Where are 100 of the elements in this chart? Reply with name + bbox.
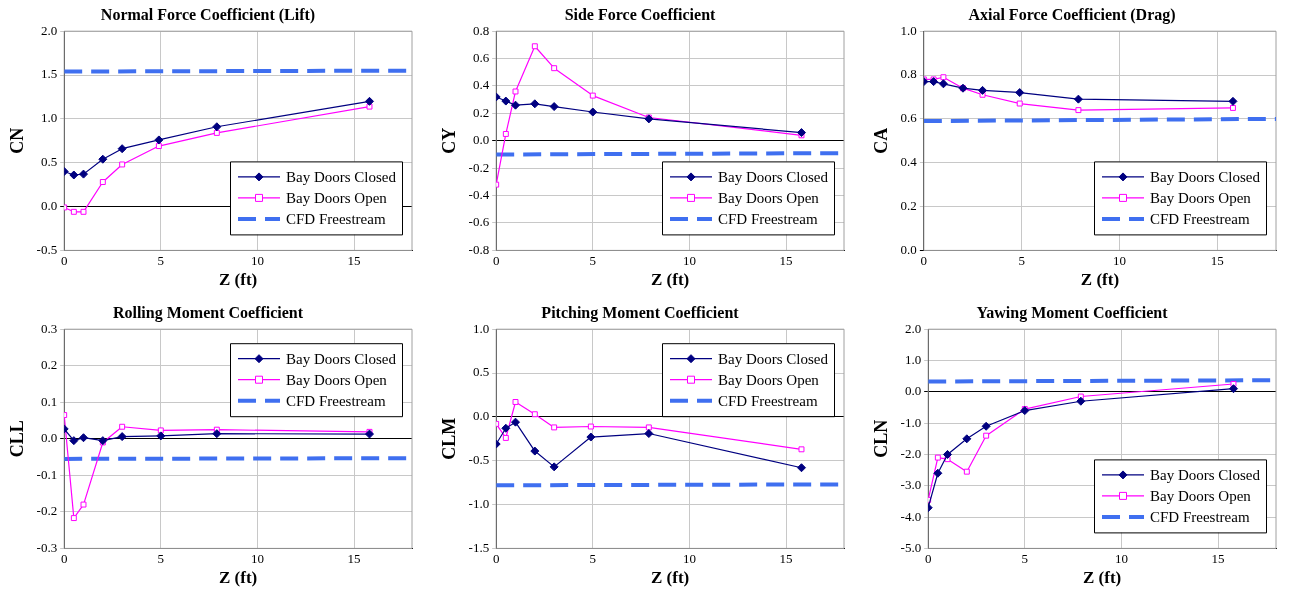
y-tick-label: 0.1 bbox=[40, 393, 58, 409]
x-tick-label: 5 bbox=[1021, 550, 1029, 566]
x-axis-title: Z (ft) bbox=[1080, 270, 1120, 290]
x-tick-label: 15 bbox=[779, 252, 793, 268]
y-tick-label: 0.0 bbox=[40, 197, 58, 213]
y-tick-label: 1.0 bbox=[40, 110, 58, 126]
legend-label: Bay Doors Open bbox=[1150, 189, 1252, 206]
y-axis-title: CLL bbox=[7, 420, 28, 458]
legend-label: Bay Doors Open bbox=[1150, 487, 1252, 504]
y-tick-label: -0.8 bbox=[468, 241, 490, 257]
y-tick-label: 0.5 bbox=[40, 154, 58, 170]
y-axis-title: CY bbox=[439, 127, 460, 154]
y-tick-label: -0.1 bbox=[36, 466, 58, 482]
x-tick-label: 5 bbox=[1018, 252, 1025, 268]
x-tick-label: 0 bbox=[924, 550, 932, 566]
x-tick-label: 10 bbox=[250, 550, 264, 566]
legend-label: Bay Doors Closed bbox=[286, 168, 397, 185]
y-tick-label: 0.5 bbox=[472, 364, 490, 380]
y-tick-label: 0.2 bbox=[900, 197, 917, 213]
chart-title: Pitching Moment Coefficient bbox=[541, 303, 740, 322]
legend-label: CFD Freestream bbox=[286, 392, 386, 409]
x-tick-label: 15 bbox=[1211, 550, 1225, 566]
legend-label: CFD Freestream bbox=[718, 210, 818, 227]
y-tick-label: 0.0 bbox=[472, 408, 490, 424]
y-tick-label: -0.4 bbox=[468, 187, 490, 203]
y-tick-label: 0.4 bbox=[900, 154, 918, 170]
y-tick-label: -2.0 bbox=[900, 445, 922, 461]
y-tick-label: 2.0 bbox=[40, 22, 58, 38]
x-tick-label: 5 bbox=[589, 252, 597, 268]
legend-label: CFD Freestream bbox=[286, 210, 386, 227]
y-tick-label: -1.0 bbox=[900, 414, 922, 430]
y-tick-label: 0.0 bbox=[472, 132, 490, 148]
y-tick-label: 0.0 bbox=[904, 383, 922, 399]
y-tick-label: 1.5 bbox=[40, 66, 58, 82]
legend-label: Bay Doors Open bbox=[286, 371, 388, 388]
y-tick-label: -0.5 bbox=[468, 452, 490, 468]
y-tick-label: 1.0 bbox=[900, 22, 917, 38]
legend-label: Bay Doors Closed bbox=[1150, 168, 1261, 185]
y-tick-label: 0.8 bbox=[472, 22, 490, 38]
legend-label: Bay Doors Closed bbox=[718, 168, 829, 185]
y-tick-label: -4.0 bbox=[900, 508, 922, 524]
legend-label: CFD Freestream bbox=[718, 392, 818, 409]
legend-label: CFD Freestream bbox=[1150, 210, 1250, 227]
y-axis-title: CLN bbox=[871, 419, 892, 458]
y-tick-label: -0.5 bbox=[36, 241, 58, 257]
x-tick-label: 0 bbox=[920, 252, 928, 268]
x-tick-label: 5 bbox=[157, 252, 165, 268]
y-tick-label: 0.4 bbox=[472, 77, 490, 93]
y-tick-label: 1.0 bbox=[472, 320, 490, 336]
y-tick-label: 0.8 bbox=[900, 66, 917, 82]
y-axis-title: CLM bbox=[439, 417, 460, 460]
chart-title: Yawing Moment Coefficient bbox=[976, 303, 1169, 322]
chart-title: Rolling Moment Coefficient bbox=[112, 303, 304, 322]
y-tick-label: -0.2 bbox=[468, 159, 490, 175]
y-tick-label: 0.0 bbox=[900, 241, 917, 257]
legend-label: Bay Doors Closed bbox=[286, 350, 397, 367]
x-tick-label: 15 bbox=[1210, 252, 1224, 268]
legend-label: Bay Doors Open bbox=[718, 189, 820, 206]
y-tick-label: -0.6 bbox=[468, 214, 490, 230]
y-tick-label: -0.2 bbox=[36, 503, 58, 519]
x-tick-label: 0 bbox=[60, 550, 68, 566]
y-axis-title: CN bbox=[7, 127, 28, 154]
y-tick-label: 0.2 bbox=[472, 104, 490, 120]
x-tick-label: 10 bbox=[682, 550, 696, 566]
x-tick-label: 0 bbox=[60, 252, 68, 268]
chart-title: Side Force Coefficient bbox=[564, 5, 717, 23]
x-tick-label: 15 bbox=[347, 550, 361, 566]
x-axis-title: Z (ft) bbox=[218, 568, 258, 588]
y-axis-title: CA bbox=[871, 127, 892, 154]
x-tick-label: 5 bbox=[589, 550, 597, 566]
x-tick-label: 10 bbox=[250, 252, 264, 268]
legend-label: Bay Doors Closed bbox=[1150, 466, 1261, 483]
y-tick-label: -3.0 bbox=[900, 477, 922, 493]
x-tick-label: 5 bbox=[157, 550, 165, 566]
legend-label: Bay Doors Open bbox=[718, 371, 820, 388]
y-tick-label: -0.3 bbox=[36, 539, 58, 555]
y-tick-label: 2.0 bbox=[904, 320, 922, 336]
y-tick-label: -1.0 bbox=[468, 495, 490, 511]
y-tick-label: 0.0 bbox=[40, 430, 58, 446]
legend-label: CFD Freestream bbox=[1150, 508, 1250, 525]
x-tick-label: 15 bbox=[347, 252, 361, 268]
legend-label: Bay Doors Closed bbox=[718, 350, 829, 367]
x-tick-label: 0 bbox=[492, 252, 500, 268]
x-axis-title: Z (ft) bbox=[218, 270, 258, 290]
legend-label: Bay Doors Open bbox=[286, 189, 388, 206]
x-tick-label: 10 bbox=[1112, 252, 1126, 268]
y-tick-label: 0.6 bbox=[900, 110, 918, 126]
x-tick-label: 15 bbox=[779, 550, 793, 566]
x-axis-title: Z (ft) bbox=[650, 568, 690, 588]
y-tick-label: -1.5 bbox=[468, 539, 490, 555]
y-tick-label: 0.3 bbox=[40, 320, 58, 336]
y-tick-label: 0.2 bbox=[40, 357, 58, 373]
x-tick-label: 10 bbox=[682, 252, 696, 268]
chart-title: Normal Force Coefficient (Lift) bbox=[100, 5, 316, 24]
x-axis-title: Z (ft) bbox=[1082, 568, 1122, 588]
x-tick-label: 10 bbox=[1114, 550, 1128, 566]
chart-title: Axial Force Coefficient (Drag) bbox=[968, 5, 1176, 24]
y-tick-label: 0.6 bbox=[472, 50, 490, 66]
x-tick-label: 0 bbox=[492, 550, 500, 566]
x-axis-title: Z (ft) bbox=[650, 270, 690, 290]
